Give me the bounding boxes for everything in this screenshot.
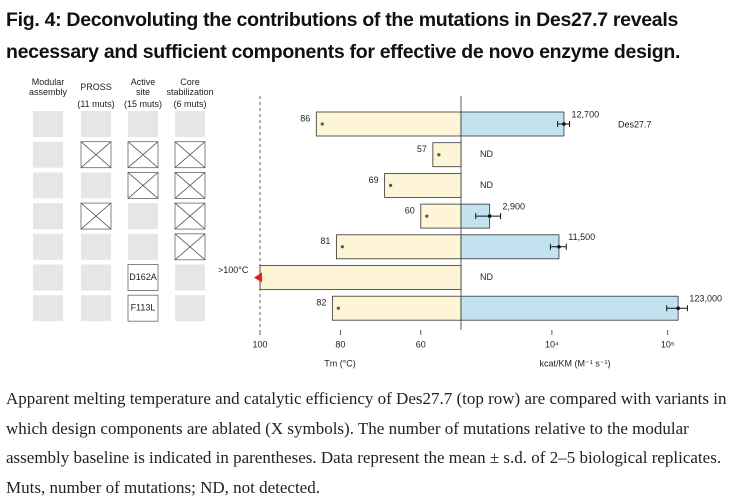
x-tick-label: 100 (252, 339, 267, 349)
value-label: 2,900 (503, 201, 526, 211)
design-cell (81, 264, 111, 291)
design-cell (81, 233, 111, 260)
mean-dot (340, 245, 344, 249)
design-cell (127, 264, 159, 291)
mean-dot (389, 183, 393, 187)
x-tick-label: 80 (335, 339, 345, 349)
value-label: 69 (369, 175, 379, 185)
ablation-x (174, 202, 206, 230)
design-cell (175, 111, 205, 137)
value-label: 57 (417, 144, 427, 154)
mean-dot (320, 122, 324, 126)
column-muts: (6 muts) (173, 99, 207, 109)
value-label: 81 (320, 236, 330, 246)
mean-dot (676, 306, 680, 311)
bar (331, 295, 462, 321)
ablation-x (127, 172, 159, 199)
mean-dot (437, 153, 441, 157)
bar (460, 295, 679, 321)
ablation-x (174, 233, 206, 261)
value-label: ND (480, 272, 493, 282)
value-label: 123,000 (689, 294, 722, 304)
design-cell (128, 203, 158, 230)
design-cell (175, 295, 205, 322)
value-label: >100°C (218, 265, 249, 275)
bar (259, 265, 462, 290)
x-tick-label: 60 (416, 339, 426, 349)
value-label: ND (480, 180, 493, 190)
annotation: Des27.7 (618, 119, 652, 129)
column-header: PROSS (80, 82, 112, 92)
design-cell (128, 233, 158, 260)
column-muts: (11 muts) (77, 99, 115, 109)
ablation-x (80, 141, 112, 169)
bar (315, 111, 462, 137)
design-cell (33, 141, 63, 168)
mutation-label: D162A (129, 272, 157, 282)
design-cell (81, 111, 111, 137)
bar (460, 234, 560, 260)
design-cell (81, 172, 111, 199)
design-cell (33, 111, 63, 137)
design-cell (81, 295, 111, 322)
value-label: 11,500 (568, 232, 595, 242)
design-cell (33, 233, 63, 260)
value-label: 12,700 (572, 109, 600, 119)
column-header: Modular assembly (28, 77, 67, 97)
x-tick-label: 10⁴ (545, 339, 559, 349)
ablation-x (174, 141, 206, 169)
x-axis-label: Tm (°C) (324, 358, 356, 368)
bar (384, 172, 462, 198)
ablation-x (174, 172, 206, 199)
design-cell (33, 264, 63, 291)
bar (460, 111, 565, 137)
design-cell (33, 295, 63, 322)
x-axis-label: kcat/KM (M⁻¹ s⁻¹) (540, 358, 611, 368)
design-cell (33, 203, 63, 230)
figure-caption: Apparent melting temperature and catalyt… (6, 389, 727, 497)
bar (335, 234, 462, 260)
ablation-x (127, 141, 159, 169)
value-label: ND (480, 149, 493, 159)
value-label: 82 (316, 298, 326, 308)
value-label: 86 (300, 113, 310, 123)
value-label: 60 (405, 205, 415, 215)
mean-dot (425, 214, 429, 218)
column-muts: (15 muts) (123, 99, 162, 109)
x-tick-label: 10⁵ (661, 339, 675, 349)
mean-dot (562, 122, 566, 126)
design-cell (127, 294, 159, 322)
mean-dot (487, 214, 492, 218)
design-cell (175, 264, 205, 291)
mean-dot (336, 306, 340, 310)
column-header: Core stabilization (166, 77, 214, 97)
column-header: Active site (130, 77, 156, 97)
mutation-label: F113L (131, 303, 156, 313)
mean-dot (557, 245, 561, 249)
ablation-x (80, 202, 112, 230)
figure-title: Fig. 4: Deconvoluting the contributions … (6, 9, 681, 63)
bar (432, 142, 462, 168)
out-of-range-marker (254, 272, 262, 283)
design-cell (33, 172, 63, 199)
design-cell (128, 111, 158, 137)
figure: D162A F113L 100 80 60 Tm (°C) 86 57 69 60 81 >100°C… (33, 96, 722, 368)
